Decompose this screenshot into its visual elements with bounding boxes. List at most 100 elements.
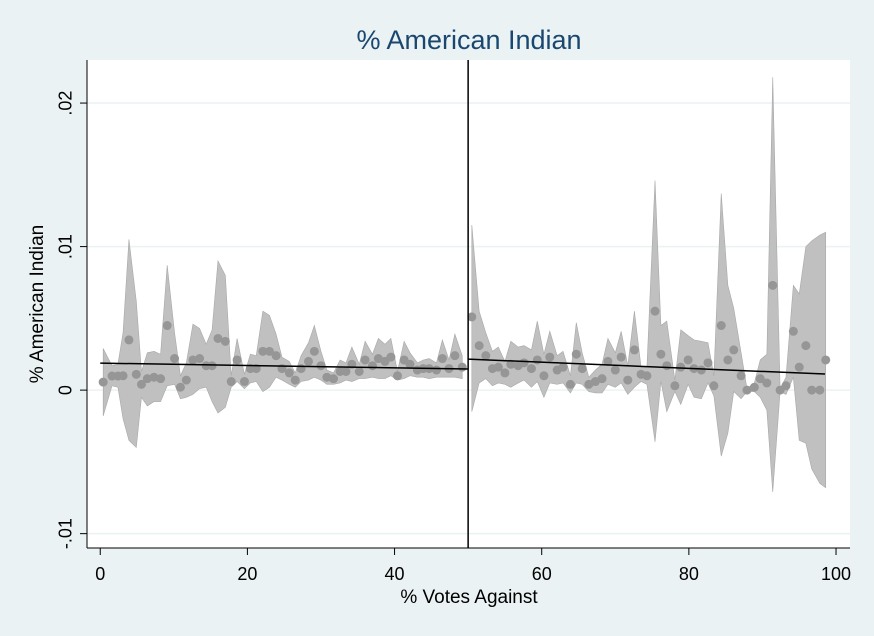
x-tick-label: 20 [237,564,257,584]
point [597,374,607,384]
y-tick-label: 0 [56,385,76,395]
point [729,345,739,355]
point [386,352,396,362]
point [807,385,817,395]
x-tick-label: 0 [95,564,105,584]
point [623,375,633,385]
point [656,349,666,359]
point [457,362,467,372]
point [616,352,626,362]
confidence-band [102,239,463,449]
point [220,336,230,346]
point [781,381,791,391]
point [696,365,706,375]
point [181,375,191,385]
x-axis-title: % Votes Against [400,587,538,608]
point [736,371,746,381]
y-tick-label: -.01 [56,518,76,549]
point [571,349,581,359]
point [392,371,402,381]
point [749,382,759,392]
x-tick-label: 40 [385,564,405,584]
point [815,385,825,395]
point [723,355,733,365]
point [131,369,141,379]
point [431,365,441,375]
point [742,385,752,395]
point [354,366,364,376]
point [716,321,726,331]
point [532,355,542,365]
point [545,352,555,362]
point [284,368,294,378]
point [794,362,804,372]
point [239,377,249,387]
x-tick-label: 60 [532,564,552,584]
y-axis-title: % American Indian [27,225,48,383]
point [755,374,765,384]
point [650,306,660,316]
point [290,375,300,385]
point [367,361,377,371]
x-tick-label: 100 [821,564,851,584]
point [762,378,772,388]
point [98,377,108,387]
point [162,321,172,331]
chart-title: % American Indian [356,25,581,55]
point [506,359,516,369]
point [821,355,831,365]
point [170,354,180,364]
point [213,333,223,343]
point [195,354,205,364]
point [670,381,680,391]
y-tick-label: .01 [56,234,76,259]
point [642,371,652,381]
point [519,358,529,368]
point [788,326,798,336]
point [309,346,319,356]
point [467,312,477,322]
point [558,362,568,372]
point [493,362,503,372]
point [603,356,613,366]
point [683,355,693,365]
point [258,346,268,356]
confidence-band [471,77,827,493]
point [341,366,351,376]
fit-line [468,358,826,375]
point [328,374,338,384]
point [207,361,217,371]
point [703,358,713,368]
point [610,365,620,375]
point [303,356,313,366]
point [118,371,128,381]
point [709,381,719,391]
point [264,346,274,356]
point [450,351,460,361]
fit-line [100,362,469,370]
point [577,364,587,374]
point [481,351,491,361]
point [124,335,134,345]
point [500,368,510,378]
point [629,345,639,355]
point [156,374,166,384]
point [437,354,447,364]
point [526,364,536,374]
point [539,371,549,381]
point [768,280,778,290]
point [296,364,306,374]
x-tick-label: 80 [679,564,699,584]
point [565,379,575,389]
point [232,355,242,365]
point [175,382,185,392]
point [226,377,236,387]
point [360,355,370,365]
point [316,361,326,371]
y-tick-label: .02 [56,91,76,116]
point [474,341,484,351]
point [801,341,811,351]
point [136,379,146,389]
point [405,359,415,369]
